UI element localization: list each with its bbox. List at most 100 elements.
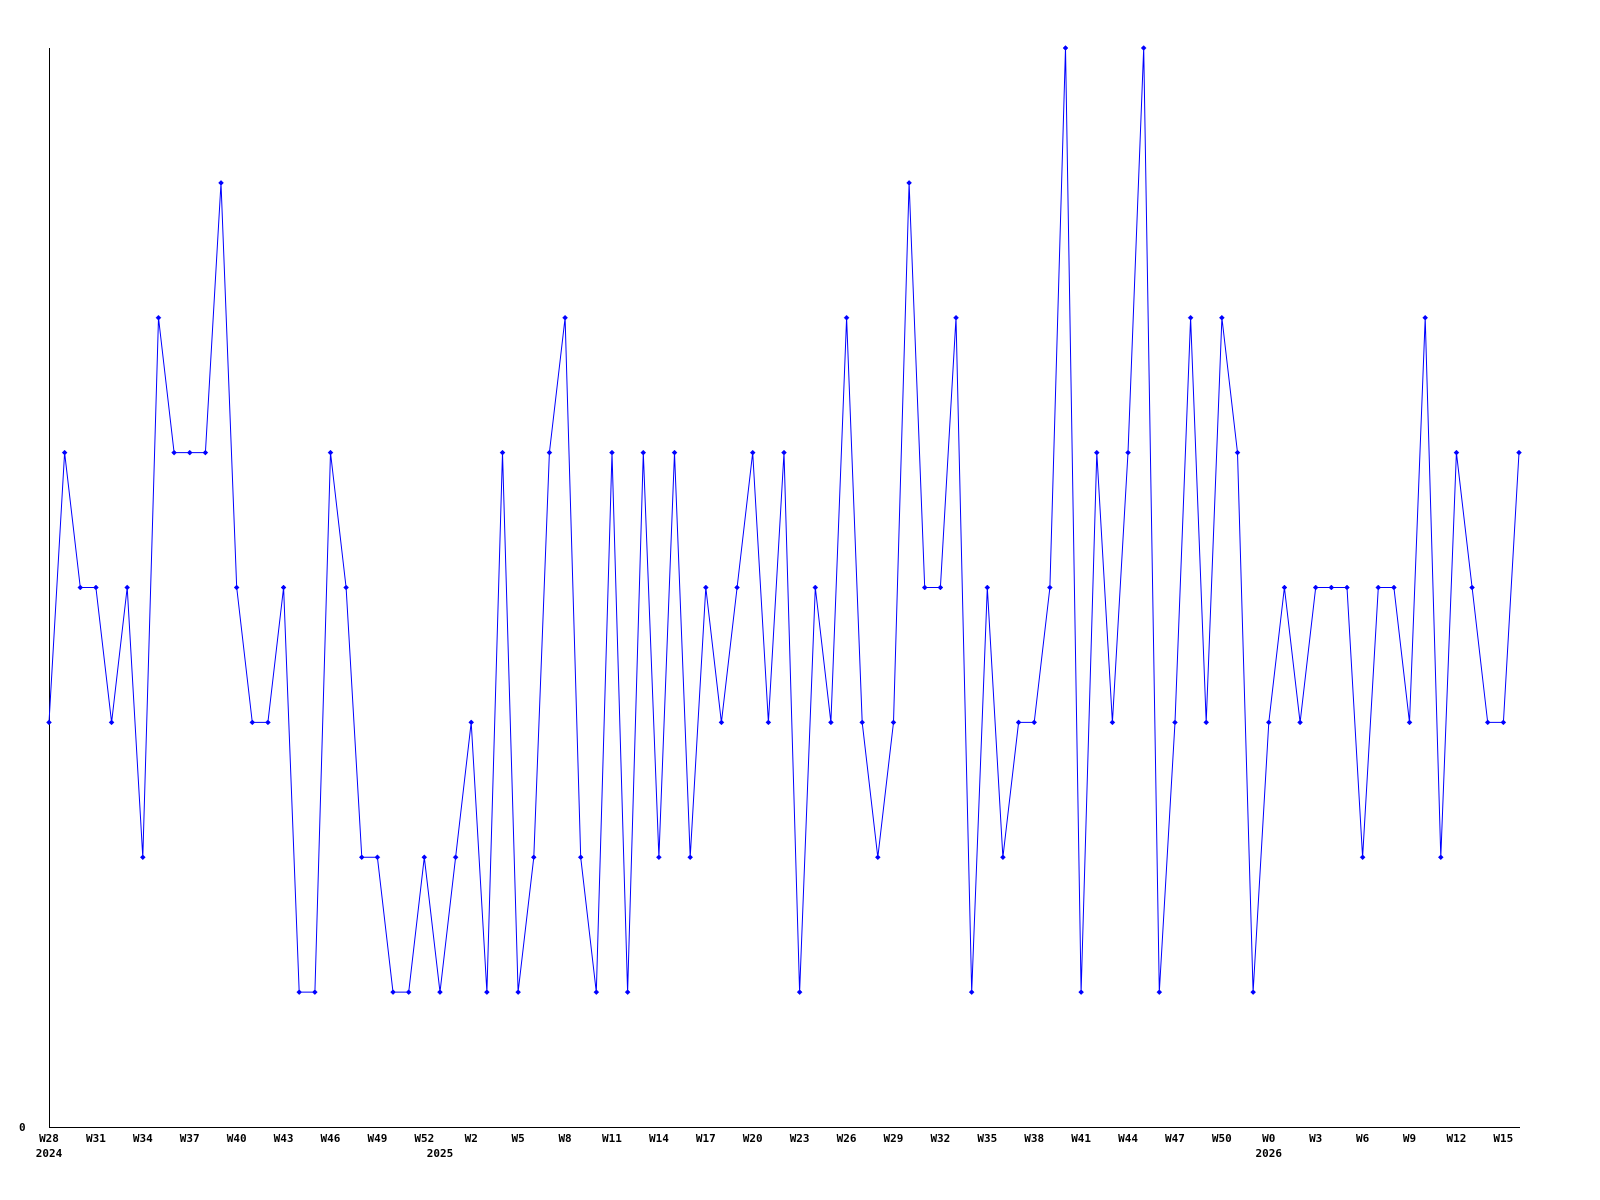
data-point (828, 719, 834, 726)
data-point (358, 854, 365, 861)
data-point (968, 989, 975, 995)
data-point (1500, 719, 1507, 726)
data-point (890, 719, 897, 726)
data-point (702, 584, 709, 591)
year-label: 2024 (36, 1147, 63, 1160)
data-point (155, 314, 162, 321)
data-point (1046, 584, 1053, 591)
data-point (656, 854, 662, 861)
data-point (77, 584, 84, 591)
data-point (437, 989, 443, 995)
x-tick-label: W35 (977, 1132, 997, 1145)
x-tick-label: W31 (86, 1132, 106, 1145)
data-point (1125, 449, 1131, 456)
data-point (1093, 449, 1100, 456)
data-point (1297, 719, 1303, 726)
x-tick-label: W43 (274, 1132, 294, 1145)
data-point (749, 449, 756, 456)
data-point (202, 449, 209, 456)
x-tick-label: W49 (367, 1132, 387, 1145)
data-point (593, 989, 600, 995)
data-point (859, 719, 866, 726)
data-point (718, 719, 725, 726)
data-point (452, 854, 459, 861)
data-point (1250, 989, 1257, 995)
data-point (1359, 854, 1366, 861)
data-point (796, 989, 803, 995)
data-point (1156, 989, 1163, 995)
data-point (1109, 719, 1116, 726)
x-tick-label: W47 (1165, 1132, 1185, 1145)
data-point (1469, 584, 1475, 591)
data-point (609, 449, 615, 456)
data-point (562, 314, 568, 321)
data-point (1406, 719, 1413, 726)
x-tick-label: W2 (465, 1132, 478, 1145)
data-point (1437, 854, 1444, 861)
data-point (1031, 719, 1038, 726)
x-tick-label: W50 (1212, 1132, 1232, 1145)
data-point (1203, 719, 1210, 726)
x-tick-labels: W28 W31 W34 W37 W40 W43 W46 W49 W52 W2 W5 W8 W11 W14 W… (39, 1132, 1513, 1145)
data-point (108, 719, 115, 726)
data-point (546, 449, 553, 456)
data-point (765, 719, 772, 726)
data-point (249, 719, 256, 726)
x-tick-label: W32 (930, 1132, 950, 1145)
year-label: 2026 (1256, 1147, 1283, 1160)
data-point (1344, 584, 1350, 591)
data-point (515, 989, 522, 995)
x-tick-label: W6 (1356, 1132, 1370, 1145)
x-tick-label: W17 (696, 1132, 716, 1145)
data-point (1328, 584, 1335, 591)
data-point (906, 180, 912, 186)
data-point (874, 854, 881, 861)
x-tick-label: W20 (743, 1132, 763, 1145)
x-tick-label: W29 (884, 1132, 904, 1145)
data-point (265, 719, 271, 726)
x-tick-label: W14 (649, 1132, 669, 1145)
data-point (1453, 449, 1460, 456)
data-point (843, 314, 850, 321)
data-point (1234, 449, 1241, 456)
data-point (233, 584, 240, 591)
data-point (921, 584, 928, 591)
x-tick-label: W5 (512, 1132, 525, 1145)
data-point (1219, 314, 1225, 321)
x-tick-label: W40 (227, 1132, 247, 1145)
data-point (390, 989, 396, 995)
data-point (421, 854, 428, 861)
x-tick-label: W46 (321, 1132, 341, 1145)
x-tick-label: W52 (414, 1132, 434, 1145)
data-point (343, 584, 349, 591)
x-tick-label: W11 (602, 1132, 622, 1145)
y-tick-label-0: 0 (19, 1121, 26, 1134)
x-tick-label: W44 (1118, 1132, 1138, 1145)
data-point (499, 449, 506, 456)
data-point (1187, 314, 1194, 321)
data-point (671, 449, 678, 456)
data-point (1140, 45, 1147, 51)
data-point (577, 854, 584, 861)
x-tick-label: W37 (180, 1132, 200, 1145)
data-point (46, 719, 52, 726)
year-label: 2025 (427, 1147, 454, 1160)
data-point (734, 584, 740, 591)
data-point (687, 854, 694, 861)
data-point (953, 314, 959, 321)
data-point (1391, 584, 1397, 591)
x-tick-label: W12 (1447, 1132, 1467, 1145)
x-tick-label: W3 (1309, 1132, 1322, 1145)
data-point (624, 989, 631, 995)
x-tick-label: W28 (39, 1132, 59, 1145)
data-point (1062, 45, 1069, 51)
data-point (1516, 449, 1522, 456)
data-point (218, 180, 224, 186)
x-tick-label: W15 (1493, 1132, 1513, 1145)
data-point (640, 449, 647, 456)
x-tick-label: W34 (133, 1132, 153, 1145)
x-tick-label: W26 (837, 1132, 857, 1145)
data-point (781, 449, 787, 456)
x-tick-label: W8 (558, 1132, 571, 1145)
